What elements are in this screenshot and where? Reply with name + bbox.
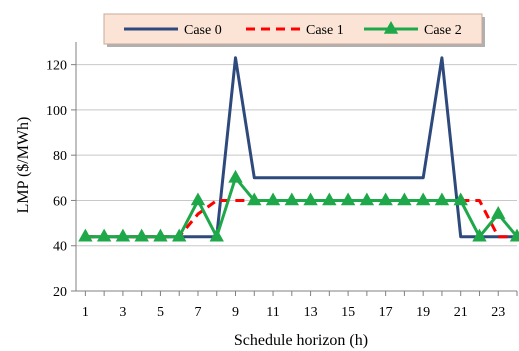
data-point-marker (415, 192, 431, 206)
data-point-marker (453, 192, 468, 206)
data-point-marker (115, 228, 131, 242)
data-point-marker (153, 228, 168, 242)
data-point-marker (265, 192, 281, 206)
data-point-marker (340, 192, 356, 206)
y-tick-label: 20 (53, 285, 67, 300)
data-point-marker (134, 228, 149, 242)
x-tick-label: 13 (304, 305, 318, 320)
data-point-marker (434, 192, 450, 206)
y-tick-label: 80 (53, 149, 67, 164)
x-tick-label: 17 (379, 305, 393, 320)
data-point-marker (78, 228, 93, 242)
data-point-marker (284, 192, 300, 206)
x-axis-title: Schedule horizon (h) (234, 332, 368, 349)
x-tick-label: 9 (232, 305, 239, 320)
legend-marker (383, 21, 399, 34)
data-point-marker (228, 169, 243, 183)
data-point-marker (190, 192, 206, 206)
legend: Case 0 Case 1 Case 2 (103, 13, 485, 47)
x-tick-label: 1 (82, 305, 89, 320)
y-tick-label: 100 (46, 104, 67, 119)
x-tick-label: 19 (416, 305, 430, 320)
y-axis-title: LMP ($/MWh) (15, 117, 32, 214)
y-tick-label: 120 (46, 59, 67, 74)
data-point-marker (472, 228, 487, 242)
data-point-marker (397, 192, 412, 206)
series-line-case-1 (85, 199, 517, 239)
data-point-marker (491, 206, 506, 219)
data-point-marker (303, 192, 318, 206)
data-point-marker (209, 228, 224, 242)
x-tick-label: 21 (454, 305, 468, 320)
x-tick-label: 5 (157, 305, 164, 320)
data-point-marker (378, 192, 393, 206)
y-tick-label: 40 (53, 240, 67, 255)
x-tick-label: 23 (491, 305, 505, 320)
y-tick-label: 60 (53, 194, 67, 209)
data-point-marker (96, 228, 112, 242)
data-point-marker (359, 192, 375, 206)
legend-label: Case 2 (424, 23, 462, 38)
legend-label: Case 0 (184, 23, 222, 38)
x-tick-label: 11 (266, 305, 279, 320)
series-group (78, 56, 519, 242)
x-tick-label: 3 (119, 305, 126, 320)
legend-label: Case 1 (306, 23, 344, 38)
data-point-marker (509, 228, 519, 242)
x-tick-label: 15 (341, 305, 355, 320)
data-point-marker (322, 192, 337, 206)
data-point-marker (247, 192, 262, 206)
x-tick-label: 7 (194, 305, 201, 320)
series-line-case-2 (85, 176, 519, 239)
data-point-marker (172, 228, 187, 242)
series-line-case-0 (85, 56, 517, 239)
